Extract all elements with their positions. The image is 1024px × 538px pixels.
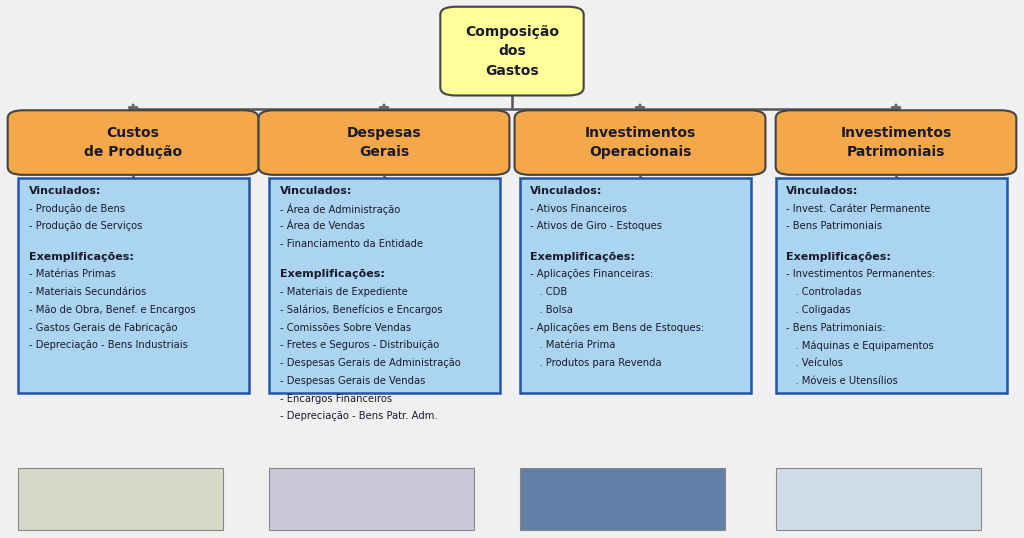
Text: Composição
dos
Gastos: Composição dos Gastos [465, 25, 559, 77]
Text: - Salários, Benefícios e Encargos: - Salários, Benefícios e Encargos [280, 305, 442, 315]
FancyBboxPatch shape [776, 110, 1016, 175]
Text: - Bens Patrimoniais:: - Bens Patrimoniais: [786, 323, 886, 332]
Text: . Produtos para Revenda: . Produtos para Revenda [530, 358, 663, 368]
Text: Exemplificações:: Exemplificações: [29, 252, 133, 261]
Text: . Móveis e Utensílios: . Móveis e Utensílios [786, 376, 898, 386]
Bar [269, 468, 474, 530]
Text: Vinculados:: Vinculados: [786, 186, 859, 196]
Text: - Materiais de Expediente: - Materiais de Expediente [280, 287, 408, 297]
Text: - Materiais Secundários: - Materiais Secundários [29, 287, 146, 297]
Text: - Mão de Obra, Benef. e Encargos: - Mão de Obra, Benef. e Encargos [29, 305, 196, 315]
Text: . Coligadas: . Coligadas [786, 305, 851, 315]
Text: Exemplificações:: Exemplificações: [786, 252, 891, 261]
Bar [776, 468, 981, 530]
Text: - Fretes e Seguros - Distribuição: - Fretes e Seguros - Distribuição [280, 341, 439, 350]
Text: Vinculados:: Vinculados: [280, 186, 352, 196]
Text: - Depreciação - Bens Industriais: - Depreciação - Bens Industriais [29, 341, 187, 350]
Text: - Gastos Gerais de Fabricação: - Gastos Gerais de Fabricação [29, 323, 177, 332]
Text: . Controladas: . Controladas [786, 287, 862, 297]
Text: - Investimentos Permanentes:: - Investimentos Permanentes: [786, 270, 936, 279]
Text: - Depreciação - Bens Patr. Adm.: - Depreciação - Bens Patr. Adm. [280, 412, 437, 421]
Text: - Aplicações em Bens de Estoques:: - Aplicações em Bens de Estoques: [530, 323, 705, 332]
Text: Despesas
Gerais: Despesas Gerais [347, 126, 421, 159]
Text: - Invest. Caráter Permanente: - Invest. Caráter Permanente [786, 204, 931, 214]
Text: - Área de Vendas: - Área de Vendas [280, 222, 365, 231]
Text: . Máquinas e Equipamentos: . Máquinas e Equipamentos [786, 340, 934, 351]
Text: Investimentos
Operacionais: Investimentos Operacionais [585, 126, 695, 159]
Text: - Bens Patrimoniais: - Bens Patrimoniais [786, 222, 883, 231]
Text: - Ativos de Giro - Estoques: - Ativos de Giro - Estoques [530, 222, 663, 231]
FancyBboxPatch shape [8, 110, 258, 175]
Text: - Produção de Bens: - Produção de Bens [29, 204, 125, 214]
FancyBboxPatch shape [520, 178, 751, 393]
Text: Exemplificações:: Exemplificações: [530, 252, 635, 261]
Text: - Produção de Serviços: - Produção de Serviços [29, 222, 142, 231]
FancyBboxPatch shape [269, 178, 500, 393]
Text: - Matérias Primas: - Matérias Primas [29, 270, 116, 279]
Text: Custos
de Produção: Custos de Produção [84, 126, 182, 159]
Text: Exemplificações:: Exemplificações: [280, 270, 384, 279]
Bar [520, 468, 725, 530]
Text: - Despesas Gerais de Administração: - Despesas Gerais de Administração [280, 358, 461, 368]
Text: . CDB: . CDB [530, 287, 567, 297]
Text: - Ativos Financeiros: - Ativos Financeiros [530, 204, 628, 214]
Text: - Despesas Gerais de Vendas: - Despesas Gerais de Vendas [280, 376, 425, 386]
Text: Vinculados:: Vinculados: [530, 186, 603, 196]
Text: - Comissões Sobre Vendas: - Comissões Sobre Vendas [280, 323, 411, 332]
Text: . Veículos: . Veículos [786, 358, 844, 368]
FancyBboxPatch shape [440, 7, 584, 96]
Text: - Aplicações Financeiras:: - Aplicações Financeiras: [530, 270, 653, 279]
Text: . Matéria Prima: . Matéria Prima [530, 341, 615, 350]
Bar [18, 468, 223, 530]
Text: - Financiamento da Entidade: - Financiamento da Entidade [280, 239, 423, 249]
Text: - Encargos Financeiros: - Encargos Financeiros [280, 394, 391, 404]
FancyBboxPatch shape [514, 110, 765, 175]
FancyBboxPatch shape [776, 178, 1007, 393]
Text: Vinculados:: Vinculados: [29, 186, 101, 196]
Text: . Bolsa: . Bolsa [530, 305, 573, 315]
FancyBboxPatch shape [258, 110, 510, 175]
Text: - Área de Administração: - Área de Administração [280, 203, 399, 215]
FancyBboxPatch shape [18, 178, 249, 393]
Text: Investimentos
Patrimoniais: Investimentos Patrimoniais [841, 126, 951, 159]
